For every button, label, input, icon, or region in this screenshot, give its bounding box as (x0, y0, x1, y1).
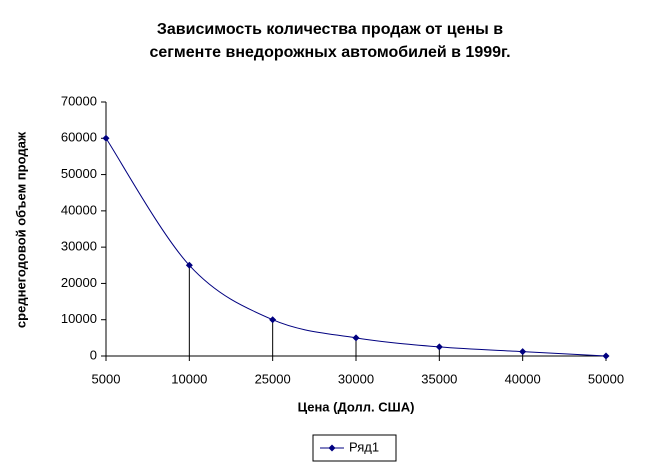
x-tick-label: 40000 (505, 371, 541, 386)
y-tick-label: 30000 (61, 239, 97, 254)
x-tick-label: 10000 (171, 371, 207, 386)
marker (185, 261, 193, 269)
chart-title: сегменте внедорожных автомобилей в 1999г… (149, 44, 510, 61)
y-axis-title: среднегодовой объем продаж (13, 131, 28, 328)
x-tick-label: 25000 (255, 371, 291, 386)
y-tick-label: 60000 (61, 130, 97, 145)
x-axis-title: Цена (Долл. США) (298, 399, 415, 414)
y-tick-label: 70000 (61, 93, 97, 108)
y-tick-label: 40000 (61, 202, 97, 217)
x-tick-label: 5000 (92, 371, 121, 386)
y-tick-label: 50000 (61, 166, 97, 181)
marker (519, 348, 527, 356)
x-tick-label: 30000 (338, 371, 374, 386)
y-tick-label: 0 (90, 347, 97, 362)
legend-label: Ряд1 (349, 439, 379, 454)
x-tick-label: 50000 (588, 371, 624, 386)
marker (352, 334, 360, 342)
marker (269, 316, 277, 324)
chart-title: Зависимость количества продаж от цены в (157, 21, 503, 38)
legend-marker (328, 444, 336, 452)
y-tick-label: 10000 (61, 311, 97, 326)
marker (102, 134, 110, 142)
y-tick-label: 20000 (61, 275, 97, 290)
marker (435, 343, 443, 351)
x-tick-label: 35000 (421, 371, 457, 386)
marker (602, 352, 610, 360)
